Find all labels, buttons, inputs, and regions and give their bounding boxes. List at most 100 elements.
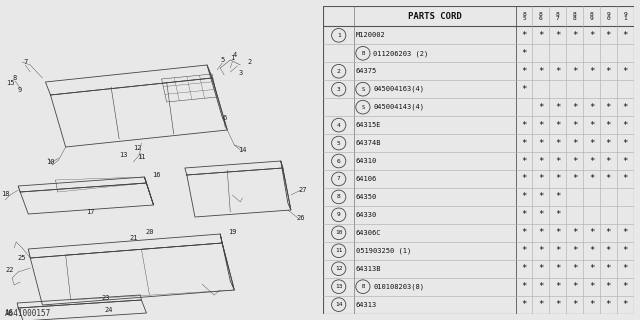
Text: *: *	[555, 31, 561, 40]
Text: *: *	[538, 282, 543, 291]
Text: 26: 26	[297, 215, 305, 221]
Text: *: *	[522, 300, 527, 309]
Text: 051903250 (1): 051903250 (1)	[356, 247, 411, 254]
Text: 5: 5	[220, 57, 225, 63]
Text: *: *	[623, 246, 628, 255]
Text: 64330: 64330	[356, 212, 377, 218]
Text: *: *	[555, 210, 561, 220]
Text: 3: 3	[337, 87, 340, 92]
Text: *: *	[538, 139, 543, 148]
Text: 16: 16	[152, 172, 161, 178]
Text: *: *	[572, 264, 577, 273]
Text: *: *	[605, 282, 611, 291]
Text: 1: 1	[337, 33, 340, 38]
Text: *: *	[538, 121, 543, 130]
Text: 10: 10	[335, 230, 342, 235]
Text: 64350: 64350	[356, 194, 377, 200]
Text: 045004163(4): 045004163(4)	[373, 86, 424, 92]
Text: *: *	[555, 228, 561, 237]
Text: *: *	[623, 156, 628, 165]
Text: *: *	[538, 67, 543, 76]
Text: *: *	[623, 228, 628, 237]
Text: *: *	[538, 103, 543, 112]
Text: 045004143(4): 045004143(4)	[373, 104, 424, 110]
Text: *: *	[589, 103, 594, 112]
Text: *: *	[522, 67, 527, 76]
Text: *: *	[605, 31, 611, 40]
Text: *: *	[589, 31, 594, 40]
Text: *: *	[572, 103, 577, 112]
Text: 010108203(8): 010108203(8)	[373, 284, 424, 290]
Text: *: *	[572, 300, 577, 309]
Text: *: *	[572, 67, 577, 76]
Text: *: *	[605, 156, 611, 165]
Text: 64313: 64313	[356, 302, 377, 308]
Text: *: *	[555, 174, 561, 183]
Text: *: *	[572, 174, 577, 183]
Text: 25: 25	[18, 255, 26, 261]
Text: *: *	[605, 139, 611, 148]
Text: *: *	[555, 264, 561, 273]
Text: *: *	[555, 156, 561, 165]
Text: 64306C: 64306C	[356, 230, 381, 236]
Text: *: *	[605, 264, 611, 273]
Text: *: *	[522, 228, 527, 237]
Text: 19: 19	[228, 229, 237, 235]
Text: *: *	[605, 246, 611, 255]
Text: 64313B: 64313B	[356, 266, 381, 272]
Text: *: *	[589, 121, 594, 130]
Text: 20: 20	[145, 229, 154, 235]
Text: *: *	[605, 67, 611, 76]
Text: *: *	[623, 139, 628, 148]
Text: 10: 10	[46, 159, 55, 165]
Text: 21: 21	[129, 235, 138, 241]
Text: 7: 7	[337, 176, 340, 181]
Text: *: *	[555, 246, 561, 255]
Text: 6: 6	[222, 115, 227, 121]
Text: 64315E: 64315E	[356, 122, 381, 128]
Text: *: *	[572, 156, 577, 165]
Text: 6: 6	[337, 158, 340, 164]
Text: B: B	[361, 284, 365, 289]
Text: *: *	[572, 228, 577, 237]
Text: *: *	[572, 31, 577, 40]
Text: 9: 9	[337, 212, 340, 217]
Text: 8
6: 8 6	[539, 12, 543, 21]
Text: 64106: 64106	[356, 176, 377, 182]
Text: 23: 23	[102, 295, 110, 301]
Text: *: *	[522, 139, 527, 148]
Text: *: *	[538, 156, 543, 165]
Text: *: *	[522, 282, 527, 291]
Text: *: *	[572, 121, 577, 130]
Text: *: *	[555, 121, 561, 130]
Text: *: *	[538, 31, 543, 40]
Text: *: *	[522, 31, 527, 40]
Text: S: S	[361, 105, 365, 110]
Text: *: *	[589, 139, 594, 148]
Text: 5: 5	[337, 140, 340, 146]
Text: *: *	[538, 300, 543, 309]
Text: 11: 11	[335, 248, 342, 253]
Text: *: *	[538, 174, 543, 183]
Text: 8: 8	[12, 75, 16, 81]
Text: *: *	[555, 300, 561, 309]
Text: 8
8: 8 8	[573, 12, 577, 21]
Text: S: S	[361, 87, 365, 92]
Text: *: *	[623, 282, 628, 291]
Text: *: *	[589, 282, 594, 291]
Text: 9: 9	[18, 87, 22, 93]
Text: *: *	[538, 246, 543, 255]
Text: *: *	[555, 139, 561, 148]
Text: B: B	[361, 51, 365, 56]
Text: *: *	[623, 121, 628, 130]
Text: 64375: 64375	[356, 68, 377, 74]
Text: 18: 18	[1, 191, 10, 197]
Text: 15: 15	[6, 80, 14, 86]
Text: *: *	[538, 192, 543, 201]
Text: 64310: 64310	[356, 158, 377, 164]
Text: *: *	[538, 210, 543, 220]
Text: 011206203 (2): 011206203 (2)	[373, 50, 428, 57]
Text: *: *	[589, 228, 594, 237]
Text: *: *	[522, 192, 527, 201]
Text: *: *	[605, 103, 611, 112]
